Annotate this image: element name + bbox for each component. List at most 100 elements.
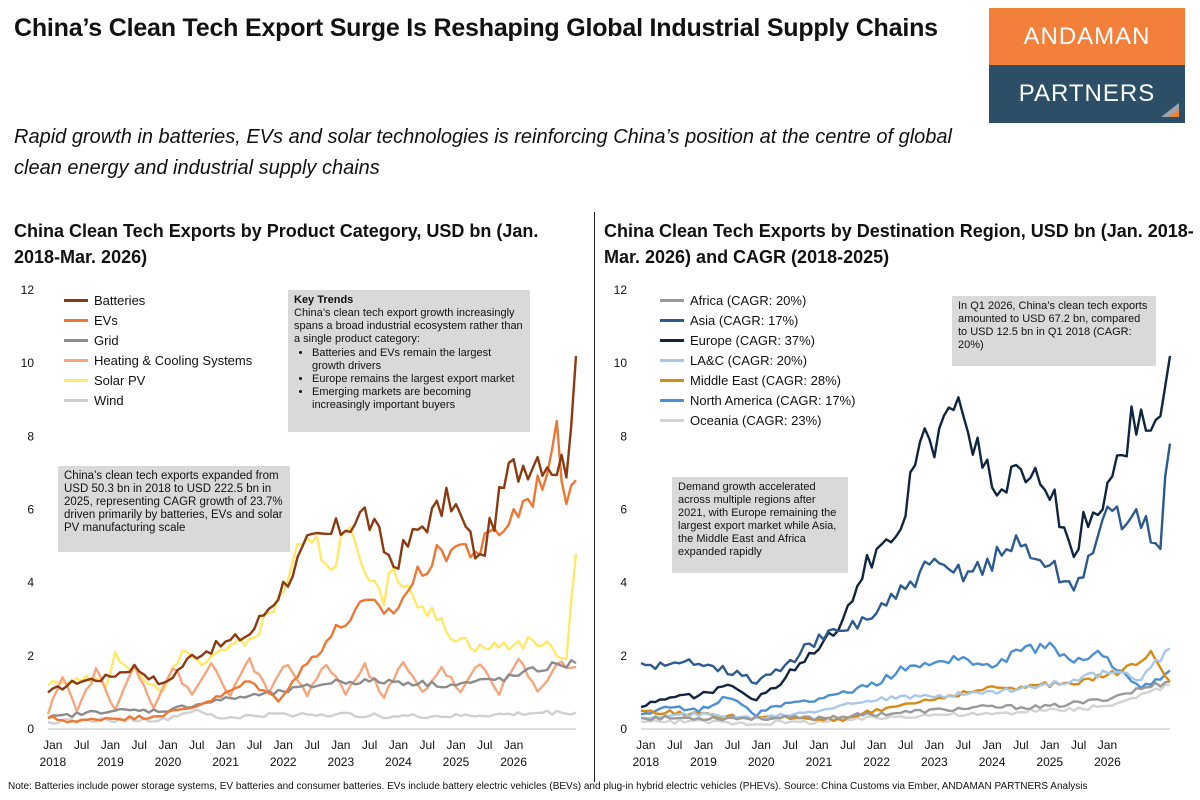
demand-growth-note: Demand growth accelerated across multipl…: [672, 477, 848, 573]
y-tick-label: 12: [21, 283, 35, 297]
legend-swatch: [660, 358, 684, 362]
x-tick-label: Jan: [1040, 738, 1059, 752]
x-tick-year-label: 2021: [212, 755, 239, 769]
legend-item: Grid: [64, 330, 252, 350]
x-tick-label: Jan: [158, 738, 177, 752]
legend-label: Wind: [94, 392, 124, 408]
right-chart-legend: Africa (CAGR: 20%) Asia (CAGR: 17%) Europe…: [660, 290, 855, 430]
legend-item: LA&C (CAGR: 20%): [660, 350, 855, 370]
y-tick-label: 6: [27, 503, 34, 517]
key-trends-bullet: Emerging markets are becoming increasing…: [312, 386, 524, 412]
x-tick-label: Jul: [362, 738, 377, 752]
x-tick-label: Jan: [752, 738, 771, 752]
left-growth-note: China’s clean tech exports expanded from…: [58, 466, 290, 552]
x-tick-year-label: 2019: [690, 755, 717, 769]
legend-label: Solar PV: [94, 372, 146, 388]
legend-item: Heating & Cooling Systems: [64, 350, 252, 370]
left-chart-legend: Batteries EVs Grid Heating & Cooling System…: [64, 290, 252, 410]
legend-label: Grid: [94, 332, 119, 348]
legend-swatch: [64, 298, 88, 302]
series-line: [46, 656, 577, 715]
x-tick-year-label: 2021: [806, 755, 833, 769]
legend-item: Batteries: [64, 290, 252, 310]
x-tick-year-label: 2022: [270, 755, 297, 769]
y-tick-label: 4: [620, 576, 627, 590]
left-line-chart: 0 2 4 6 8 10 12 Jan 2018 Jul Jan 2019 Jul Jan 2020 Jul J…: [21, 283, 578, 769]
legend-swatch: [64, 378, 88, 382]
x-tick-label: Jan: [274, 738, 293, 752]
legend-label: Europe (CAGR: 37%): [690, 332, 815, 348]
x-tick-year-label: 2025: [443, 755, 470, 769]
x-tick-label: Jan: [504, 738, 523, 752]
legend-swatch: [64, 358, 88, 362]
legend-item: Solar PV: [64, 370, 252, 390]
legend-label: North America (CAGR: 17%): [690, 392, 856, 408]
x-tick-label: Jan: [101, 738, 120, 752]
series-line: [640, 680, 1171, 722]
key-trends-intro: China’s clean tech export growth increas…: [294, 307, 523, 345]
x-tick-label: Jul: [1013, 738, 1028, 752]
legend-swatch: [64, 398, 88, 402]
legend-swatch: [64, 318, 88, 322]
x-tick-label: Jul: [782, 738, 797, 752]
x-tick-year-label: 2020: [155, 755, 182, 769]
x-tick-year-label: 2025: [1036, 755, 1063, 769]
legend-item: Africa (CAGR: 20%): [660, 290, 855, 310]
series-line: [640, 443, 1172, 685]
legend-swatch: [660, 338, 684, 342]
left-chart-title: China Clean Tech Exports by Product Cate…: [14, 221, 539, 267]
legend-item: EVs: [64, 310, 252, 330]
q1-2026-note: In Q1 2026, China’s clean tech exports a…: [952, 296, 1156, 366]
key-trends-bullet: Europe remains the largest export market: [312, 373, 524, 386]
x-tick-year-label: 2018: [39, 755, 66, 769]
x-tick-label: Jan: [982, 738, 1001, 752]
andaman-partners-logo: ANDAMAN PARTNERS: [989, 8, 1185, 123]
key-trends-heading: Key Trends: [294, 294, 354, 306]
x-tick-year-label: 2024: [979, 755, 1006, 769]
x-tick-year-label: 2018: [632, 755, 659, 769]
legend-label: EVs: [94, 312, 118, 328]
y-tick-label: 8: [620, 429, 627, 443]
series-line: [641, 683, 1171, 727]
legend-swatch: [660, 298, 684, 302]
x-tick-label: Jul: [477, 738, 492, 752]
legend-swatch: [660, 418, 684, 422]
logo-bottom: PARTNERS: [989, 65, 1185, 123]
footnote: Note: Batteries include power storage sy…: [8, 781, 1088, 792]
x-tick-label: Jan: [331, 738, 350, 752]
legend-label: Middle East (CAGR: 28%): [690, 372, 841, 388]
series-line: [640, 641, 1171, 718]
x-tick-year-label: 2023: [921, 755, 948, 769]
x-tick-label: Jan: [694, 738, 713, 752]
x-tick-label: Jul: [898, 738, 913, 752]
legend-item: Middle East (CAGR: 28%): [660, 370, 855, 390]
y-tick-label: 0: [620, 722, 627, 736]
legend-swatch: [660, 318, 684, 322]
key-trends-bullet: Batteries and EVs remain the largest gro…: [312, 347, 524, 373]
x-tick-label: Jul: [304, 738, 319, 752]
y-tick-label: 12: [614, 283, 628, 297]
x-tick-year-label: 2022: [863, 755, 890, 769]
legend-item: Asia (CAGR: 17%): [660, 310, 855, 330]
y-tick-label: 2: [27, 649, 34, 663]
x-tick-year-label: 2026: [500, 755, 527, 769]
series-line: [47, 708, 577, 725]
x-tick-label: Jul: [132, 738, 147, 752]
series-line: [47, 355, 578, 694]
x-tick-label: Jul: [420, 738, 435, 752]
legend-swatch: [660, 398, 684, 402]
y-tick-label: 4: [27, 576, 34, 590]
legend-label: LA&C (CAGR: 20%): [690, 352, 808, 368]
legend-item: North America (CAGR: 17%): [660, 390, 855, 410]
logo-top: ANDAMAN: [989, 8, 1185, 65]
y-tick-label: 2: [620, 649, 627, 663]
logo-bottom-text: PARTNERS: [1018, 80, 1156, 107]
x-tick-label: Jul: [840, 738, 855, 752]
x-tick-label: Jan: [809, 738, 828, 752]
y-tick-label: 6: [620, 503, 627, 517]
logo-mark-icon: [1161, 103, 1179, 117]
key-trends-note: Key Trends China’s clean tech export gro…: [288, 290, 530, 432]
x-tick-label: Jul: [74, 738, 89, 752]
x-tick-label: Jan: [216, 738, 235, 752]
legend-item: Europe (CAGR: 37%): [660, 330, 855, 350]
